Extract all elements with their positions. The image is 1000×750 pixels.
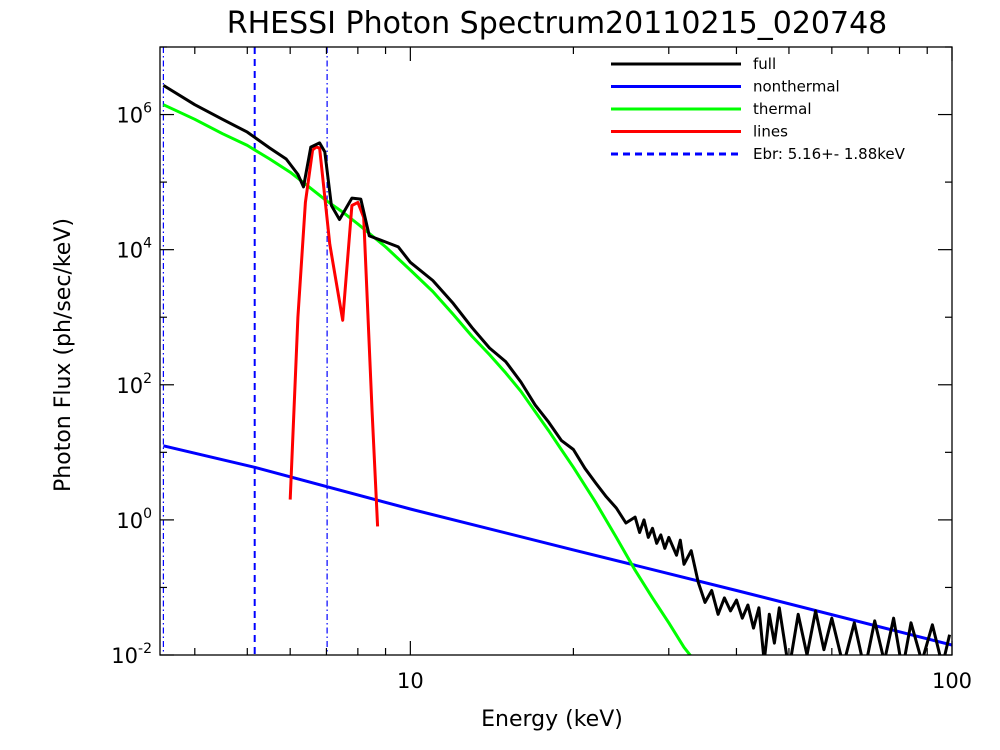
series-line-full [162, 84, 952, 655]
y-tick-base: 10 [111, 644, 138, 668]
x-tick-label: 10 [397, 669, 424, 693]
y-tick-exponent: -2 [138, 641, 152, 657]
series-line-nonthermal [163, 444, 952, 647]
data-group [162, 47, 952, 655]
legend-label-1: full [753, 55, 776, 73]
y-tick-base: 10 [116, 104, 143, 128]
legend-label-2: nonthermal [753, 78, 840, 96]
y-tick-exponent: 2 [143, 371, 152, 387]
legend: full nonthermal thermal lines Ebr: 5.16+- 1.… [611, 55, 906, 163]
x-axis-label: Energy (keV) [481, 707, 623, 732]
x-tick-label: 100 [932, 669, 972, 693]
series-line-thermal [162, 103, 692, 655]
y-tick-exponent: 6 [143, 101, 152, 117]
y-tick-label: 100 [116, 506, 152, 533]
legend-label-3: thermal [753, 100, 812, 118]
y-tick-base: 10 [116, 374, 143, 398]
y-tick-label: 106 [116, 101, 152, 128]
y-tick-exponent: 0 [143, 506, 152, 522]
plot-area [162, 47, 952, 655]
chart-title: RHESSI Photon Spectrum20110215_020748 [227, 6, 888, 41]
legend-label-4: lines [753, 123, 788, 141]
plot-frame [159, 46, 953, 656]
y-tick-label: 10-2 [111, 641, 152, 668]
y-tick-base: 10 [116, 239, 143, 263]
y-tick-exponent: 4 [143, 236, 152, 252]
y-tick-label: 102 [116, 371, 152, 398]
y-tick-label: 104 [116, 236, 152, 263]
y-tick-base: 10 [116, 509, 143, 533]
y-axis-label: Photon Flux (ph/sec/keV) [51, 218, 76, 492]
legend-label-5: Ebr: 5.16+- 1.88keV [753, 145, 906, 163]
